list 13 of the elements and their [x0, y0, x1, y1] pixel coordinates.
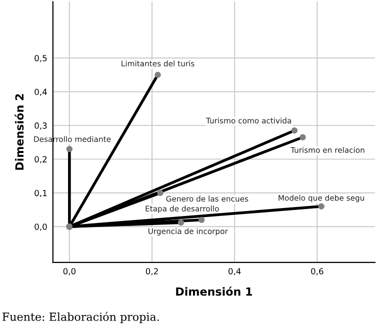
x-tick-label: 0,6 — [311, 268, 324, 276]
y-tick-label: 0,1 — [34, 190, 47, 198]
y-tick-label: 0,3 — [34, 122, 47, 130]
y-tick-label: 0,5 — [34, 54, 47, 62]
x-tick-label: 0,0 — [63, 268, 76, 276]
y-tick-label: 0,0 — [34, 224, 47, 231]
y-axis-title: Dimensión 2 — [14, 94, 24, 170]
y-tick-label: 0,2 — [34, 156, 47, 164]
x-tick-label: 0,4 — [228, 268, 241, 276]
x-axis-title: Dimensión 1 — [176, 286, 252, 296]
x-tick-label: 0,2 — [146, 268, 158, 276]
y-tick-label: 0,4 — [34, 88, 47, 96]
source-note: Fuente: Elaboración propia. — [2, 312, 159, 324]
